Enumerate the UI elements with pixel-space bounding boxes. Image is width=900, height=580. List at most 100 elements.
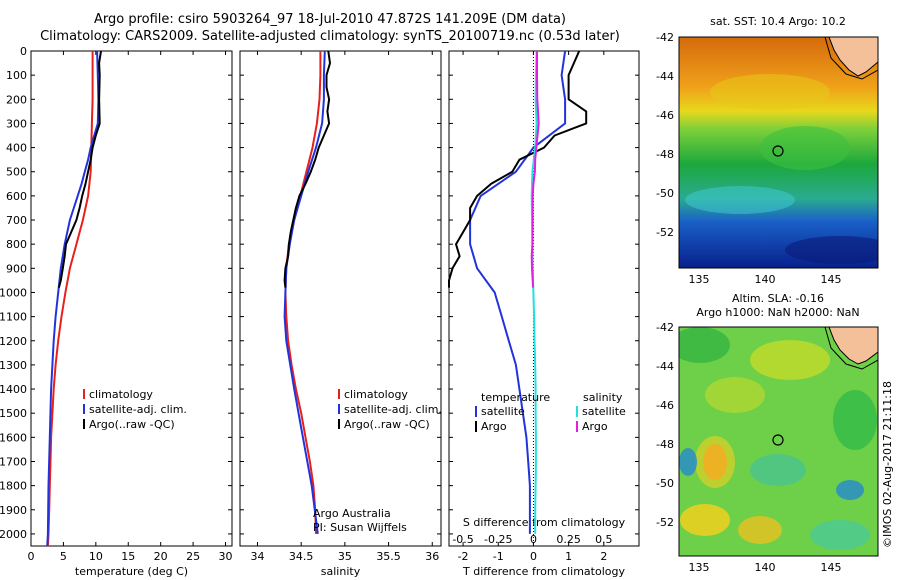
x-tick-label: -2 bbox=[458, 550, 469, 563]
sla-map: Altim. SLA: -0.16 Argo h1000: NaN h2000:… bbox=[656, 292, 879, 574]
svg-text:-42: -42 bbox=[656, 31, 674, 44]
y-tick-label: 900 bbox=[6, 262, 27, 275]
tasmania-landmass-2 bbox=[828, 327, 878, 365]
legend-label: satellite-adj. clim. bbox=[89, 403, 187, 416]
svg-text:-48: -48 bbox=[656, 438, 674, 451]
x-tick-label: 34 bbox=[250, 550, 264, 563]
title-line-1: Argo profile: csiro 5903264_97 18-Jul-20… bbox=[94, 12, 566, 27]
svg-text:140: 140 bbox=[755, 273, 776, 286]
svg-text:135: 135 bbox=[689, 273, 710, 286]
x-tick-label: 30 bbox=[219, 550, 233, 563]
x-tick-label: 15 bbox=[121, 550, 135, 563]
y-tick-label: 1100 bbox=[0, 311, 27, 324]
series-line-3 bbox=[283, 50, 331, 288]
x2-tick-label: -0.25 bbox=[484, 533, 512, 546]
copyright-timestamp: ©IMOS 02-Aug-2017 21:11:18 bbox=[881, 381, 894, 548]
y-tick-label: 800 bbox=[6, 238, 27, 251]
y-tick-label: 200 bbox=[6, 93, 27, 106]
series-line-1 bbox=[469, 50, 567, 534]
y-tick-label: 1500 bbox=[0, 407, 27, 420]
x-axis-label: salinity bbox=[321, 565, 361, 578]
series-line-2 bbox=[448, 50, 588, 288]
plot-frame bbox=[239, 50, 442, 547]
y-tick-label: 1600 bbox=[0, 431, 27, 444]
legend-label: Argo(..raw -QC) bbox=[89, 418, 175, 431]
map2-y-ticks: -42 -44 -46 -48 -50 -52 bbox=[656, 321, 674, 529]
x-tick-label: 34.5 bbox=[289, 550, 314, 563]
legend-label: climatology bbox=[344, 388, 408, 401]
x-tick-label: 20 bbox=[154, 550, 168, 563]
svg-text:-44: -44 bbox=[656, 70, 674, 83]
panel-difference: -2 -1 0 1 2 T difference from climatology -0.5… bbox=[448, 50, 640, 578]
legend-label: satellite bbox=[481, 405, 525, 418]
y-tick-label: 1700 bbox=[0, 455, 27, 468]
title-line-2: Climatology: CARS2009. Satellite-adjuste… bbox=[40, 29, 620, 44]
legend-label: satellite-adj. clim. bbox=[344, 403, 442, 416]
svg-text:145: 145 bbox=[821, 273, 842, 286]
legend-label: Argo bbox=[582, 420, 608, 433]
svg-text:-46: -46 bbox=[656, 109, 674, 122]
svg-text:-50: -50 bbox=[656, 477, 674, 490]
y-tick-label: 2000 bbox=[0, 528, 27, 541]
legend-label: Argo(..raw -QC) bbox=[344, 418, 430, 431]
annotation-label: Argo Australia bbox=[313, 507, 391, 520]
svg-text:-46: -46 bbox=[656, 399, 674, 412]
x-tick-label: -1 bbox=[493, 550, 504, 563]
y-tick-label: 1800 bbox=[0, 480, 27, 493]
map1-x-ticks: 135 140 145 bbox=[689, 273, 842, 286]
svg-text:145: 145 bbox=[821, 561, 842, 574]
panel-temperature: 0100200300400500600700800900100011001200… bbox=[0, 45, 233, 578]
x-tick-label: 25 bbox=[186, 550, 200, 563]
svg-text:-52: -52 bbox=[656, 516, 674, 529]
panel-salinity: 34 34.5 35 35.5 36 salinity climatology satelli… bbox=[239, 50, 442, 578]
x-tick-label: 10 bbox=[89, 550, 103, 563]
series-line-1 bbox=[46, 51, 94, 547]
plot-frame bbox=[448, 50, 640, 547]
x-tick-label: 5 bbox=[60, 550, 67, 563]
legend-label: climatology bbox=[89, 388, 153, 401]
series-line-3 bbox=[530, 50, 538, 534]
annotation-label: PI: Susan Wijffels bbox=[313, 521, 407, 534]
svg-text:-50: -50 bbox=[656, 187, 674, 200]
y-tick-label: 1300 bbox=[0, 359, 27, 372]
x-tick-label: 35 bbox=[338, 550, 352, 563]
series-line-2 bbox=[46, 50, 100, 547]
y-tick-label: 500 bbox=[6, 166, 27, 179]
legend-label: Argo bbox=[481, 420, 507, 433]
svg-text:-48: -48 bbox=[656, 148, 674, 161]
series-line-3 bbox=[57, 50, 102, 288]
y-tick-label: 300 bbox=[6, 117, 27, 130]
sla-map-title: Altim. SLA: -0.16 bbox=[732, 292, 824, 305]
x-tick-label: 0 bbox=[530, 550, 537, 563]
x-tick-label: 35.5 bbox=[376, 550, 401, 563]
sst-map: sat. SST: 10.4 Argo: 10.2 -42 -44 -46 -4… bbox=[656, 15, 879, 286]
x2-tick-label: 0.25 bbox=[556, 533, 581, 546]
y-tick-label: 1200 bbox=[0, 335, 27, 348]
map2-x-ticks: 135 140 145 bbox=[689, 561, 842, 574]
map1-y-ticks: -42 -44 -46 -48 -50 -52 bbox=[656, 31, 674, 239]
argo-position-marker bbox=[772, 145, 784, 157]
sla-map-subtitle: Argo h1000: NaN h2000: NaN bbox=[696, 306, 859, 319]
x2-tick-label: -0.5 bbox=[452, 533, 473, 546]
legend-header: salinity bbox=[583, 391, 623, 404]
svg-text:140: 140 bbox=[755, 561, 776, 574]
legend-label: satellite bbox=[582, 405, 626, 418]
y-tick-label: 1900 bbox=[0, 504, 27, 517]
legend-header: temperature bbox=[481, 391, 550, 404]
sst-map-title: sat. SST: 10.4 Argo: 10.2 bbox=[710, 15, 846, 28]
x2-axis-label: S difference from climatology bbox=[463, 516, 626, 529]
svg-text:-52: -52 bbox=[656, 226, 674, 239]
y-tick-label: 1000 bbox=[0, 286, 27, 299]
plot-frame bbox=[30, 50, 233, 547]
x2-tick-label: 0 bbox=[530, 533, 537, 546]
y-tick-label: 100 bbox=[6, 69, 27, 82]
y-tick-label: 1400 bbox=[0, 383, 27, 396]
tasmania-landmass bbox=[828, 37, 878, 77]
svg-text:135: 135 bbox=[689, 561, 710, 574]
svg-text:-44: -44 bbox=[656, 360, 674, 373]
x-tick-label: 36 bbox=[425, 550, 439, 563]
y-tick-label: 400 bbox=[6, 142, 27, 155]
x-axis-label: T difference from climatology bbox=[462, 565, 625, 578]
svg-text:-42: -42 bbox=[656, 321, 674, 334]
argo-position-marker-2 bbox=[772, 434, 784, 446]
